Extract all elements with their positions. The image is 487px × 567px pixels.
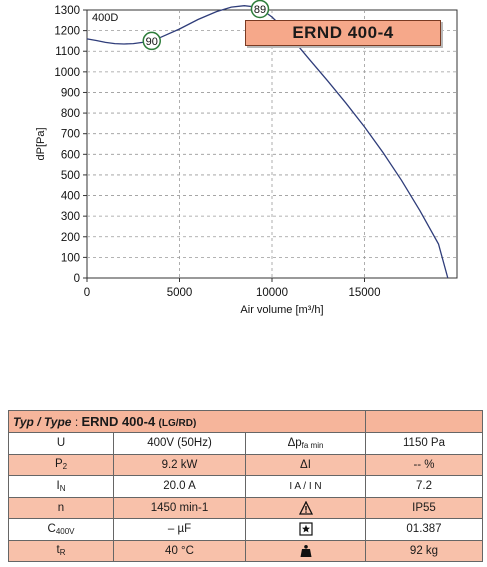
y-tick-label: 400 (61, 191, 80, 203)
spec-symbol: n (57, 501, 65, 514)
fan-curve-chart: 0100200300400500600700800900100011001200… (35, 0, 458, 316)
efficiency-marker-label: 90 (146, 36, 158, 48)
y-tick-label: 1300 (54, 5, 80, 17)
spec-symbol-subscript: R (59, 548, 66, 558)
spec-symbol-cell: n (8, 496, 114, 519)
spec-row: U 400V (50Hz) Δpfa min 1150 Pa (8, 432, 483, 455)
spec-row: tR 40 °C 92 kg (8, 539, 483, 562)
efficiency-marker (142, 31, 161, 51)
model-label-box: ERND 400-4 (245, 20, 441, 46)
spec-value: 20.0 A (113, 475, 246, 498)
spec-row: P2 9.2 kW ΔI -- % (8, 453, 483, 476)
spec-value: 1450 min-1 (113, 496, 246, 519)
model-label: ERND 400-4 (292, 23, 394, 42)
warning-icon (298, 500, 313, 515)
spec-header-empty (365, 410, 483, 433)
y-tick-label: 500 (61, 170, 80, 182)
spec-value2: IP55 (365, 496, 483, 519)
spec-symbol: C (47, 522, 56, 535)
spec-value2: 01.387 (365, 518, 483, 541)
weight-icon (299, 544, 313, 558)
y-tick-label: 1200 (54, 26, 80, 38)
spec-symbol2: Δp (287, 436, 302, 449)
spec-symbol: P (54, 458, 63, 471)
spec-symbol-subscript: 2 (62, 462, 68, 472)
spec-value2: 1150 Pa (365, 432, 483, 455)
y-tick-label: 1000 (54, 67, 80, 79)
type-colon: : (74, 415, 79, 429)
spec-symbol: I (56, 479, 60, 492)
x-tick-label: 15000 (349, 287, 381, 299)
spec-symbol2-cell: Δpfa min (245, 432, 366, 455)
spec-symbol2-cell: I A / I N (245, 475, 366, 498)
spec-symbol2-subscript: fa min (301, 440, 324, 450)
spec-value: 40 °C (113, 539, 246, 562)
efficiency-marker-label: 89 (254, 4, 266, 16)
y-tick-label: 100 (61, 252, 80, 264)
spec-value: 400V (50Hz) (113, 432, 246, 455)
spec-row: C400V – µF 01.387 (8, 518, 483, 541)
y-tick-label: 700 (61, 129, 80, 141)
header-model: ERND 400-4 (81, 414, 156, 429)
spec-symbol2-cell (245, 539, 366, 562)
spec-row: n 1450 min-1 IP55 (8, 496, 483, 519)
spec-symbol-cell: U (8, 432, 114, 455)
spec-symbol2: ΔI (300, 458, 311, 471)
spec-symbol2: I A / I N (289, 481, 322, 493)
y-tick-label: 0 (74, 273, 80, 285)
x-axis-title: Air volume [m³/h] (240, 304, 323, 316)
spec-symbol-subscript: N (59, 483, 66, 493)
y-tick-label: 1100 (55, 46, 80, 58)
spec-value: – µF (113, 518, 246, 541)
spec-symbol-cell: tR (8, 539, 114, 562)
y-tick-label: 200 (61, 232, 80, 244)
y-axis-title: dP[Pa] (35, 127, 47, 160)
spec-header-cell: Typ / Type : ERND 400-4 (LG/RD) (8, 410, 366, 433)
star-box-icon (298, 522, 313, 536)
spec-symbol2-cell: ΔI (245, 453, 366, 476)
efficiency-marker (250, 0, 270, 19)
type-label: Typ / (13, 415, 41, 429)
curve-label: 400D (92, 12, 118, 24)
spec-value2: 7.2 (365, 475, 483, 498)
spec-value2: -- % (365, 453, 483, 476)
y-tick-label: 300 (61, 211, 80, 223)
y-tick-label: 900 (61, 87, 80, 99)
x-tick-label: 5000 (167, 287, 193, 299)
spec-symbol-cell: C400V (8, 518, 114, 541)
x-tick-label: 10000 (256, 287, 288, 299)
type-label-alt: Type (43, 415, 72, 429)
y-tick-label: 600 (61, 149, 80, 161)
spec-symbol2-cell (245, 518, 366, 541)
header-suffix: (LG/RD) (158, 418, 197, 429)
spec-symbol2-cell (245, 496, 366, 519)
spec-value: 9.2 kW (113, 453, 246, 476)
spec-value2: 92 kg (365, 539, 483, 562)
spec-symbol: t (56, 544, 60, 557)
spec-header-row: Typ / Type : ERND 400-4 (LG/RD) (8, 410, 483, 433)
spec-table: Typ / Type : ERND 400-4 (LG/RD) U 400V (5… (8, 410, 483, 562)
y-tick-label: 800 (61, 108, 80, 120)
spec-symbol: U (56, 437, 66, 450)
spec-symbol-subscript: 400V (55, 526, 75, 536)
spec-symbol-cell: P2 (8, 453, 114, 476)
x-tick-label: 0 (84, 287, 90, 299)
spec-symbol-cell: IN (8, 475, 114, 498)
